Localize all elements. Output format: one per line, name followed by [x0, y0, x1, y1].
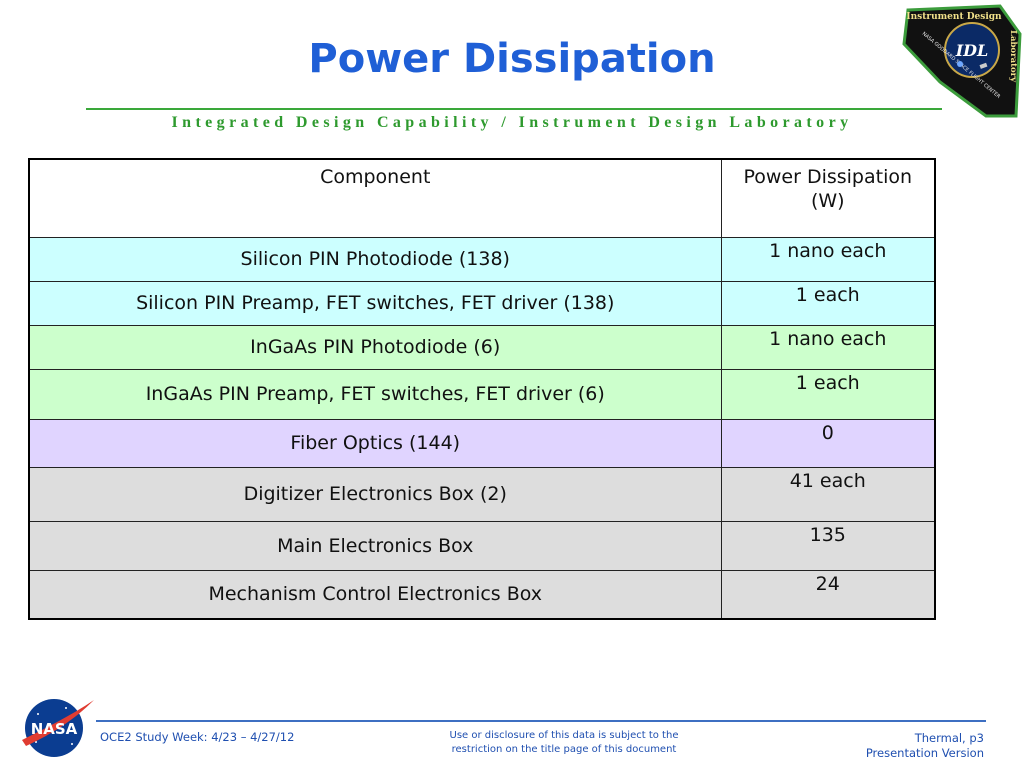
power-cell: 1 each [720, 368, 936, 420]
table-row: Silicon PIN Preamp, FET switches, FET dr… [28, 280, 936, 326]
nasa-meatball-icon: NASA [18, 694, 96, 762]
component-cell: InGaAs PIN Preamp, FET switches, FET dri… [28, 368, 722, 420]
column-header-power: Power Dissipation (W) [720, 158, 936, 238]
power-cell: 1 nano each [720, 324, 936, 370]
power-cell: 135 [720, 520, 936, 571]
power-cell: 24 [720, 569, 936, 620]
component-cell: Silicon PIN Preamp, FET switches, FET dr… [28, 280, 722, 326]
logo-top-text: Instrument Design [906, 12, 1002, 22]
component-cell: Main Electronics Box [28, 520, 722, 571]
column-header-component: Component [28, 158, 722, 238]
component-cell: Mechanism Control Electronics Box [28, 569, 722, 620]
table-row: Digitizer Electronics Box (2) 41 each [28, 466, 936, 522]
idl-badge-icon: IDL Instrument Design Laboratory NASA GO… [902, 4, 1022, 118]
logo-center-text: IDL [955, 41, 989, 60]
power-dissipation-table: Component Power Dissipation (W) Silicon … [28, 158, 936, 620]
footer-disclaimer-line-2: restriction on the title page of this do… [451, 744, 677, 755]
footer-page-label: Thermal, p3 [914, 731, 984, 745]
power-cell: 1 each [720, 280, 936, 326]
component-cell: Fiber Optics (144) [28, 418, 722, 468]
table-row: Silicon PIN Photodiode (138) 1 nano each [28, 236, 936, 282]
power-cell: 41 each [720, 466, 936, 522]
table-header-row: Component Power Dissipation (W) [28, 158, 936, 238]
page-title: Power Dissipation [308, 36, 716, 82]
footer-page-info: Thermal, p3 Presentation Version [866, 731, 984, 761]
table-row: Fiber Optics (144) 0 [28, 418, 936, 468]
title-divider [86, 108, 942, 110]
power-cell: 1 nano each [720, 236, 936, 282]
table-row: Mechanism Control Electronics Box 24 [28, 569, 936, 620]
footer-study-week: OCE2 Study Week: 4/23 – 4/27/12 [100, 730, 295, 744]
power-cell: 0 [720, 418, 936, 468]
page-subtitle: Integrated Design Capability / Instrumen… [171, 114, 853, 131]
component-cell: Digitizer Electronics Box (2) [28, 466, 722, 522]
logo-side-text: Laboratory [1008, 30, 1018, 83]
table-row: InGaAs PIN Preamp, FET switches, FET dri… [28, 368, 936, 420]
component-cell: Silicon PIN Photodiode (138) [28, 236, 722, 282]
table-row: Main Electronics Box 135 [28, 520, 936, 571]
nasa-logo-text: NASA [31, 720, 78, 738]
footer-version-label: Presentation Version [865, 746, 984, 760]
component-cell: InGaAs PIN Photodiode (6) [28, 324, 722, 370]
footer-disclaimer-line-1: Use or disclosure of this data is subjec… [449, 730, 679, 741]
table-row: InGaAs PIN Photodiode (6) 1 nano each [28, 324, 936, 370]
footer-divider [96, 720, 986, 722]
footer-disclaimer: Use or disclosure of this data is subjec… [414, 729, 714, 757]
